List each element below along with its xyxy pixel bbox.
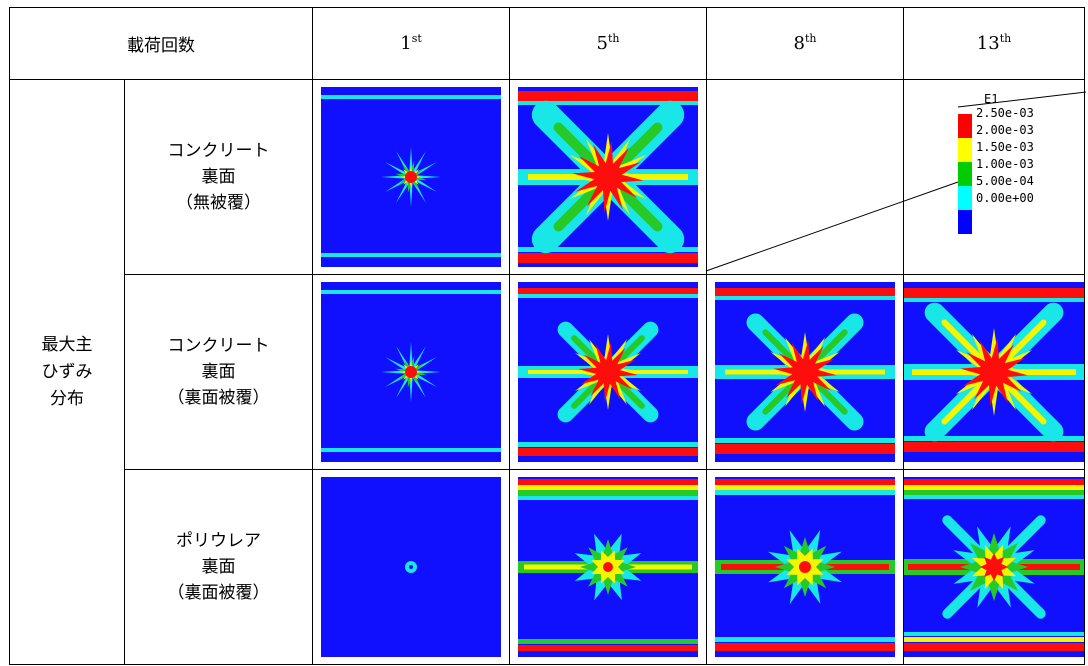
- legend-label: 2.00e-03: [976, 123, 1034, 137]
- strain-table: 載荷回数 1st 5th 8th 13th 最大主 ひずみ 分布 コンクリート …: [9, 7, 1085, 665]
- legend-label: 5.00e-04: [976, 174, 1034, 188]
- row-label-line: （無被覆）: [176, 193, 261, 213]
- strain-legend: E1 2.50e-03 2.00e-03 1.50e-03 1.00e-03 5…: [958, 92, 1068, 262]
- leader-line: [705, 181, 959, 272]
- cell-r3-c2: [509, 469, 707, 665]
- strain-contour-plot: [715, 477, 895, 657]
- side-label-line: 最大主: [41, 334, 93, 355]
- strain-contour-plot: [518, 87, 698, 267]
- row-label-line: コンクリート: [167, 141, 270, 161]
- strain-contour-plot: [904, 282, 1084, 462]
- row-label-2: コンクリート 裏面 （裏面被覆）: [124, 274, 313, 470]
- cell-r1-c3-empty: [706, 79, 904, 275]
- row-label-line: 裏面: [201, 167, 236, 187]
- legend-swatch: [958, 138, 972, 162]
- row-label-line: コンクリート: [167, 336, 270, 356]
- legend-swatch: [958, 210, 972, 234]
- strain-contour-plot: [904, 477, 1084, 657]
- side-label: 最大主 ひずみ 分布: [9, 79, 125, 665]
- col-header-num: 8: [793, 33, 805, 54]
- col-header-suffix: st: [411, 32, 422, 45]
- row-concrete-coated: コンクリート 裏面 （裏面被覆）: [10, 274, 1085, 470]
- legend-label: 0.00e+00: [976, 191, 1034, 205]
- cell-r3-c1: [312, 469, 510, 665]
- col-header-num: 1: [400, 33, 412, 54]
- legend-swatch: [958, 162, 972, 186]
- col-header-suffix: th: [999, 32, 1012, 45]
- legend-label: 1.00e-03: [976, 157, 1034, 171]
- cell-r3-c4: [903, 469, 1085, 665]
- cell-r2-c4: [903, 274, 1085, 470]
- col-header-suffix: th: [804, 32, 817, 45]
- col-header-suffix: th: [607, 32, 620, 45]
- row-polyurea-coated: ポリウレア 裏面 （裏面被覆）: [10, 469, 1085, 665]
- leader-line: [957, 91, 1087, 108]
- load-count-header: 載荷回数: [9, 7, 313, 80]
- strain-contour-plot: [715, 282, 895, 462]
- col-header-1: 1st: [312, 7, 510, 80]
- header-row: 載荷回数 1st 5th 8th 13th: [9, 7, 1085, 80]
- legend-swatch: [958, 186, 972, 210]
- strain-contour-plot: [321, 477, 501, 657]
- strain-contour-plot: [518, 477, 698, 657]
- cell-r1-c4-legend: [903, 79, 1085, 275]
- legend-label: 2.50e-03: [976, 106, 1034, 120]
- cell-r3-c3: [706, 469, 904, 665]
- side-label-line: 分布: [50, 388, 84, 409]
- cell-r2-c3: [706, 274, 904, 470]
- side-label-line: ひずみ: [41, 361, 93, 382]
- col-header-num: 5: [596, 33, 608, 54]
- row-label-line: ポリウレア: [176, 531, 261, 551]
- row-label-line: （裏面被覆）: [167, 388, 270, 408]
- cell-r2-c2: [509, 274, 707, 470]
- strain-contour-plot: [518, 282, 698, 462]
- row-label-line: 裏面: [201, 557, 236, 577]
- cell-r1-c2: [509, 79, 707, 275]
- strain-contour-plot: [321, 87, 501, 267]
- legend-swatch: [958, 114, 972, 138]
- row-label-line: （裏面被覆）: [167, 583, 270, 603]
- legend-title: E1: [984, 92, 999, 106]
- row-label-3: ポリウレア 裏面 （裏面被覆）: [124, 469, 313, 665]
- legend-label: 1.50e-03: [976, 140, 1034, 154]
- row-label-line: 裏面: [201, 362, 236, 382]
- col-header-2: 5th: [509, 7, 707, 80]
- strain-contour-plot: [321, 282, 501, 462]
- cell-r2-c1: [312, 274, 510, 470]
- col-header-num: 13: [976, 33, 1000, 54]
- row-concrete-uncoated: 最大主 ひずみ 分布 コンクリート 裏面 （無被覆）: [9, 79, 1085, 665]
- row-label-1: コンクリート 裏面 （無被覆）: [124, 79, 313, 275]
